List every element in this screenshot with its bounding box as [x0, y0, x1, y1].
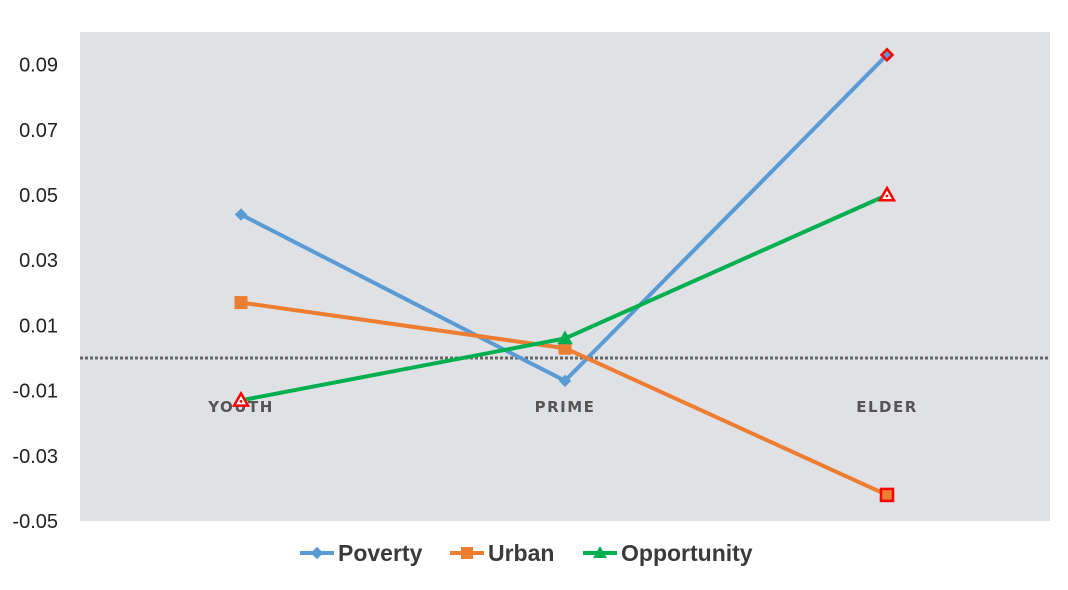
- data-point-highlighted: [231, 390, 251, 407]
- data-point-highlighted: [879, 47, 895, 63]
- y-tick-label: 0.09: [19, 55, 58, 77]
- y-tick-label: 0.03: [19, 250, 58, 272]
- y-tick-label: 0.01: [19, 315, 58, 337]
- legend-swatch-marker: [461, 547, 473, 559]
- legend-swatch-marker: [593, 545, 607, 558]
- series-urban: [234, 296, 895, 503]
- data-point-highlighted: [877, 185, 897, 202]
- legend-item-opportunity: Opportunity: [583, 540, 753, 566]
- y-tick-label: 0.05: [19, 185, 58, 207]
- series-group: [231, 47, 897, 503]
- series-opportunity: [231, 185, 897, 407]
- legend-swatch-marker: [310, 546, 324, 560]
- y-axis: 0.09 0.07 0.05 0.03 0.01 -0.01 -0.03 -0.05: [12, 55, 58, 533]
- series-poverty: [234, 47, 895, 388]
- y-tick-label: -0.03: [12, 446, 58, 468]
- legend-label: Opportunity: [621, 540, 753, 566]
- x-category-label: PRIME: [535, 398, 596, 416]
- plot-area: [80, 32, 1050, 521]
- data-point: [557, 330, 573, 345]
- x-category-label: ELDER: [856, 398, 918, 416]
- data-point: [234, 296, 248, 310]
- x-category-label: YOUTH: [207, 398, 274, 416]
- x-axis-categories: YOUTH PRIME ELDER: [207, 398, 918, 416]
- marker-dot: [885, 194, 889, 198]
- y-tick-label: -0.05: [12, 511, 58, 533]
- y-tick-label: -0.01: [12, 381, 58, 403]
- legend-item-urban: Urban: [450, 540, 554, 566]
- legend-label: Poverty: [338, 540, 423, 566]
- marker-dot: [239, 399, 243, 403]
- legend-label: Urban: [488, 540, 554, 566]
- data-point: [234, 208, 248, 221]
- legend: Poverty Urban Opportunity: [300, 540, 753, 566]
- y-tick-label: 0.07: [19, 120, 58, 142]
- data-point: [558, 374, 572, 388]
- data-point-highlighted: [879, 487, 895, 503]
- legend-item-poverty: Poverty: [300, 540, 423, 566]
